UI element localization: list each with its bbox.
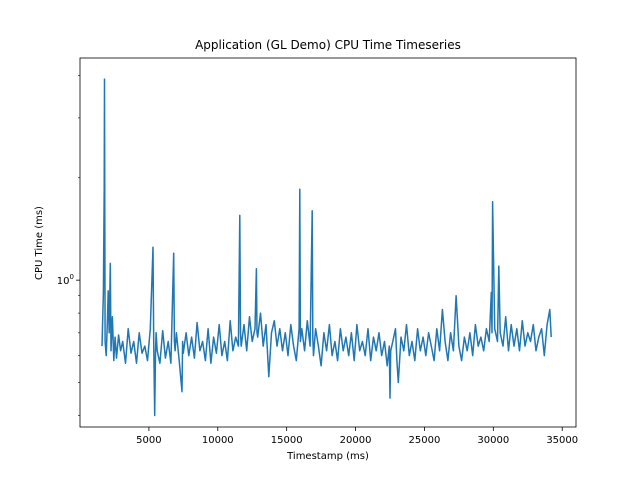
- x-axis: 5000 10000 15000 20000 25000 30000 35000: [136, 427, 578, 446]
- x-tick-label: 25000: [409, 435, 441, 446]
- x-tick-label: 35000: [546, 435, 578, 446]
- x-axis-label: Timestamp (ms): [286, 451, 369, 462]
- series-line-0: [101, 78, 552, 417]
- x-tick-label: 30000: [477, 435, 509, 446]
- axes-frame: [79, 57, 577, 428]
- x-tick-label: 5000: [136, 435, 161, 446]
- y-axis: 100: [57, 75, 80, 416]
- x-tick-label: 20000: [340, 435, 372, 446]
- plot-area: [101, 78, 552, 417]
- y-axis-label: CPU Time (ms): [34, 206, 45, 280]
- chart-title: Application (GL Demo) CPU Time Timeserie…: [195, 38, 461, 52]
- x-tick-label: 15000: [271, 435, 303, 446]
- x-tick-label: 10000: [202, 435, 234, 446]
- y-tick-label: 100: [57, 273, 74, 287]
